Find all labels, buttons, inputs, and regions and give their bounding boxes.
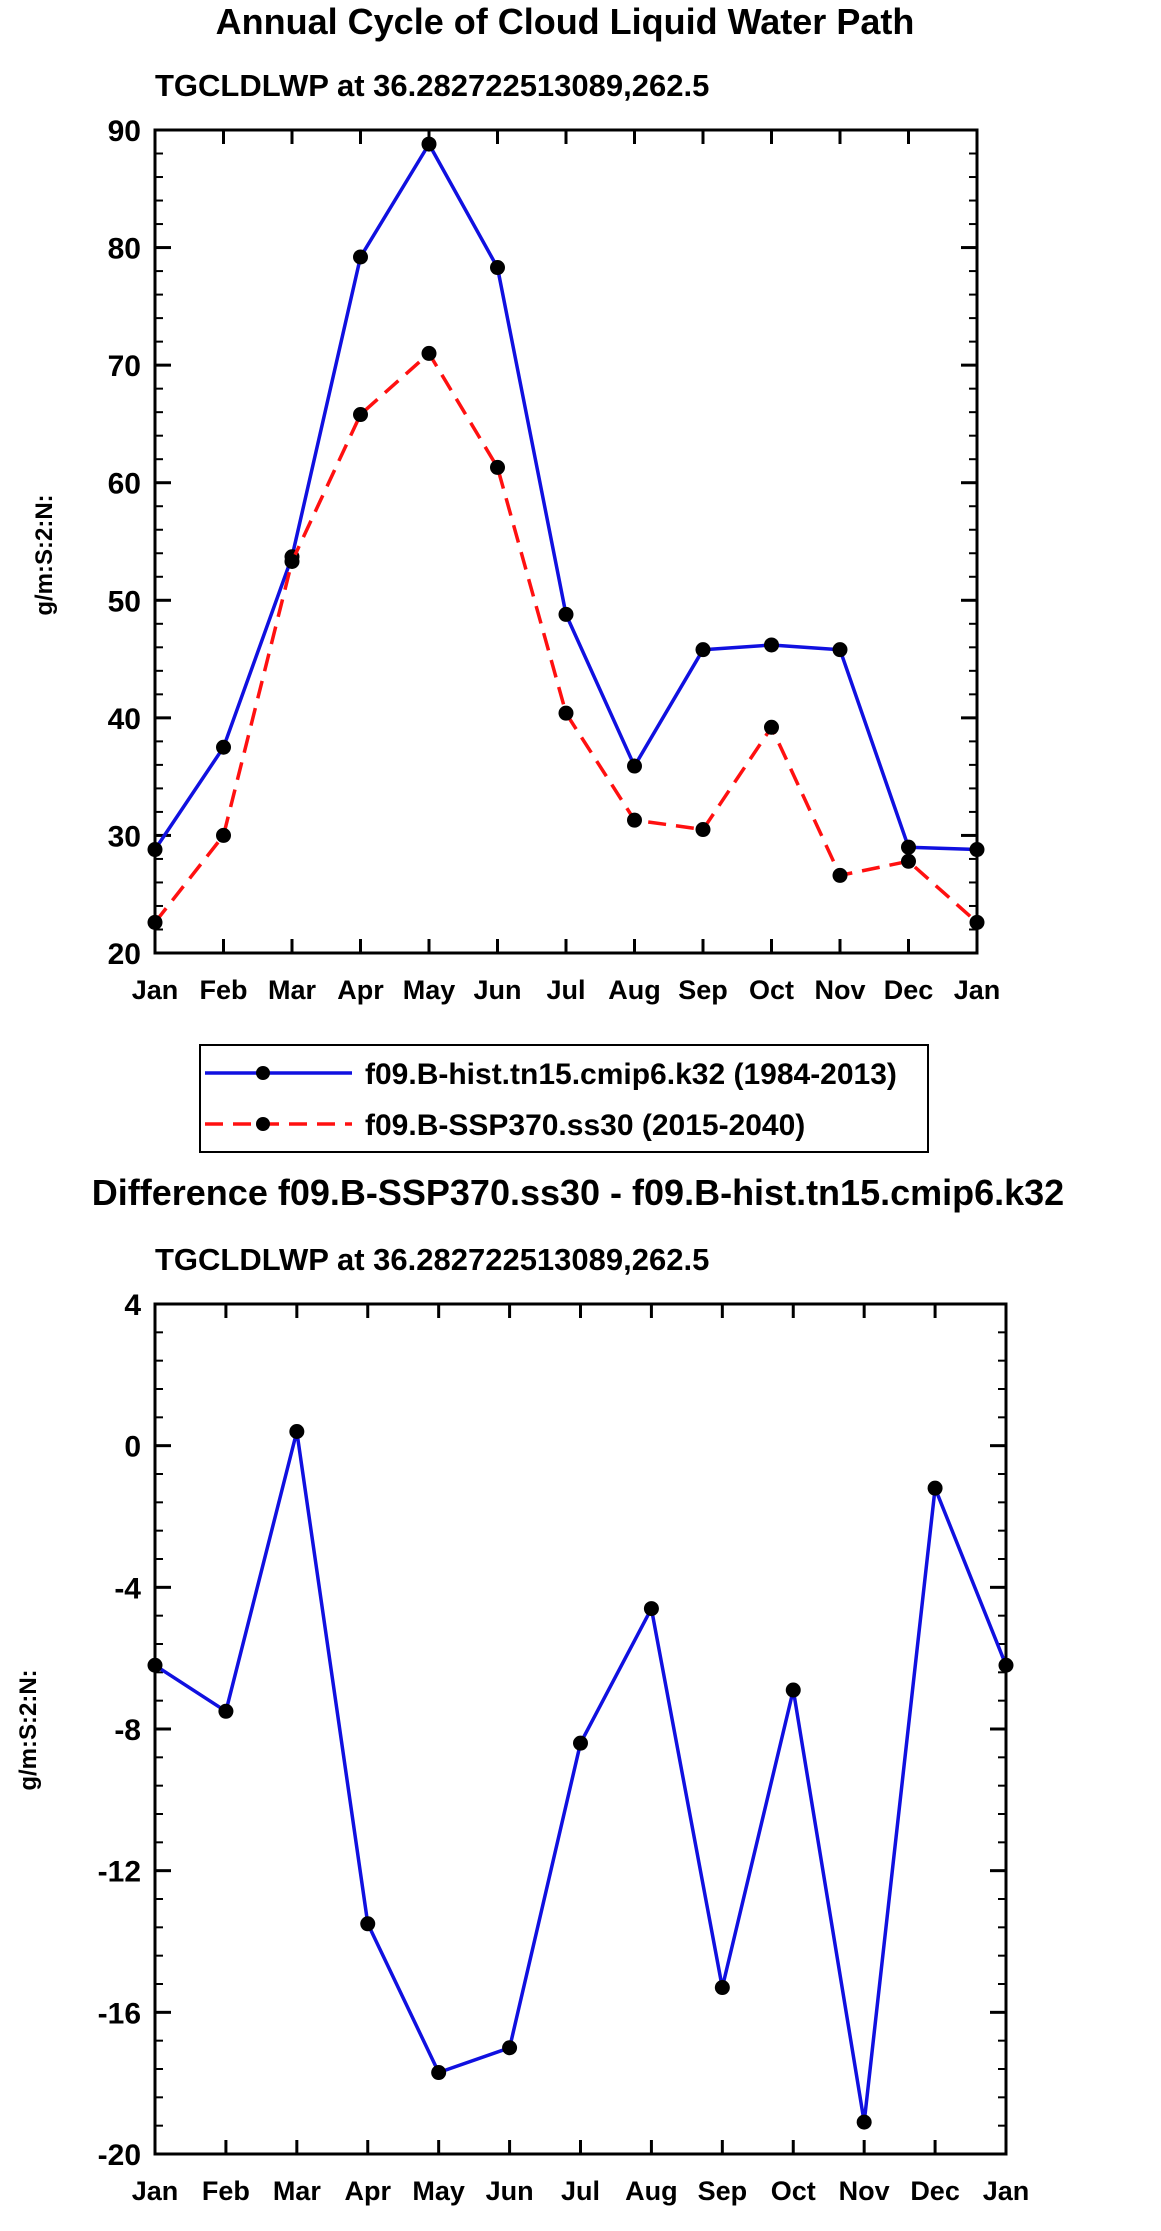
chart1-series-0-point <box>832 642 848 658</box>
chart2-xtick-label: Jun <box>486 2176 534 2206</box>
chart2-xtick-label: Aug <box>625 2176 677 2206</box>
chart1-series-0-point <box>558 606 574 622</box>
chart1-series-1-point <box>216 827 231 843</box>
chart2-xtick-label: Feb <box>202 2176 250 2206</box>
chart1-xtick-label: Sep <box>678 975 728 1005</box>
chart1-series-0-point <box>969 842 985 858</box>
chart2-series-0-point <box>856 2114 872 2130</box>
chart2-xtick-label: Jan <box>132 2176 179 2206</box>
chart1-ytick-label: 50 <box>108 585 141 618</box>
chart1-xtick-label: Dec <box>884 975 934 1005</box>
chart2-subtitle: TGCLDLWP at 36.282722513089,262.5 <box>155 1242 709 1277</box>
chart1-xtick-label: Feb <box>199 975 247 1005</box>
chart1-xtick-label: Jan <box>132 975 179 1005</box>
chart2-xtick-label: Oct <box>771 2176 816 2206</box>
chart1-series-1-point <box>558 705 574 721</box>
chart1-series-0-point <box>627 758 642 774</box>
chart2-xtick-label: Nov <box>839 2176 890 2206</box>
chart2-series-0-point <box>643 1601 659 1617</box>
chart1-ytick-label: 60 <box>108 468 141 501</box>
legend-box <box>199 1044 929 1153</box>
chart1-series-1-point <box>490 459 505 475</box>
chart2-plot-area: 4 0 -4 -8 -12 -16 -20 Jan Feb Mar Apr May Jun Jul Aug S… <box>98 1289 1030 2206</box>
chart1-series-1-point <box>695 822 711 838</box>
chart1-series-1-point <box>832 867 848 883</box>
chart1-plot-area: 20 30 40 50 60 70 80 90 Jan Feb Mar Apr May Jun Jul Aug… <box>108 115 1001 1005</box>
chart1-series-1-point <box>764 719 779 735</box>
chart1-series-0-point <box>695 642 711 658</box>
chart2-title: Difference f09.B-SSP370.ss30 - f09.B-his… <box>92 1172 1064 1213</box>
chart2-frame <box>153 1302 1008 2156</box>
chart1-title: Annual Cycle of Cloud Liquid Water Path <box>216 1 915 42</box>
chart1-xtick-label: May <box>403 975 456 1005</box>
chart1-series-line-1 <box>153 351 979 924</box>
chart1-ytick-label: 70 <box>108 350 141 383</box>
chart1-series-0-point <box>901 839 916 855</box>
chart1-xtick-label: Oct <box>749 975 794 1005</box>
chart1-subtitle: TGCLDLWP at 36.282722513089,262.5 <box>155 68 709 103</box>
chart1-series-1-point <box>284 553 300 569</box>
chart2-ytick-label: -4 <box>114 1572 141 1605</box>
chart1-xtick-label: Jan <box>954 975 1001 1005</box>
chart2-series-0-point <box>289 1424 305 1439</box>
chart2-series-0-point <box>998 1657 1014 1673</box>
chart1-series-0-point <box>421 136 437 152</box>
chart2-series-0-point <box>147 1657 163 1673</box>
chart2-series-0-point <box>502 2040 518 2056</box>
chart2-series-0-point <box>785 1682 801 1698</box>
chart1-legend: f09.B-hist.tn15.cmip6.k32 (1984-2013) f0… <box>199 1044 929 1153</box>
chart2-series-0-point <box>360 1916 376 1932</box>
chart2-ylabel: g/m:S:2:N: <box>15 1669 42 1790</box>
chart2-xtick-label: Apr <box>345 2176 392 2206</box>
chart1-series-0-point <box>764 637 779 653</box>
chart1-xtick-label: Mar <box>268 975 317 1005</box>
chart1-series-0-point <box>353 249 368 265</box>
chart2-xtick-label: Jul <box>561 2176 600 2206</box>
chart1-frame <box>153 128 979 955</box>
chart2-xtick-label: Mar <box>273 2176 322 2206</box>
legend-marker-hist <box>256 1066 270 1080</box>
chart1-xtick-label: Apr <box>337 975 384 1005</box>
chart1-series-1-point <box>147 914 163 930</box>
chart2-ytick-label: -20 <box>98 2139 141 2172</box>
chart2-series-0-point <box>431 2065 447 2081</box>
chart1-series-0-point <box>147 842 163 858</box>
chart2-series-0-point <box>927 1480 943 1496</box>
chart2-series-line-0 <box>154 1429 1008 2124</box>
chart1-ytick-label: 80 <box>108 233 141 266</box>
chart2-xtick-label: Dec <box>910 2176 960 2206</box>
chart2-xtick-label: May <box>412 2176 465 2206</box>
chart2-ytick-label: 0 <box>124 1431 141 1464</box>
chart1-series-0-point <box>490 260 505 276</box>
legend-label-hist: f09.B-hist.tn15.cmip6.k32 (1984-2013) <box>365 1058 897 1091</box>
chart2-series-0-point <box>714 1980 730 1996</box>
chart1-xtick-label: Jun <box>473 975 521 1005</box>
chart1-series-1-point <box>627 812 642 828</box>
chart1-xtick-label: Jul <box>546 975 585 1005</box>
chart2-ytick-label: -16 <box>98 1997 141 2030</box>
chart1-series-1-point <box>901 853 916 869</box>
chart1-series-1-point <box>353 407 368 423</box>
chart1-series-line-0 <box>153 142 978 852</box>
chart1-ytick-label: 20 <box>108 938 141 971</box>
legend-marker-ssp <box>256 1117 270 1131</box>
chart1-series-0-point <box>216 739 231 755</box>
legend-label-ssp: f09.B-SSP370.ss30 (2015-2040) <box>365 1109 805 1142</box>
chart1-xtick-label: Aug <box>608 975 660 1005</box>
chart2-series-0-point <box>218 1703 234 1719</box>
chart1-ytick-label: 30 <box>108 820 141 853</box>
chart1-xtick-label: Nov <box>814 975 865 1005</box>
chart2-ytick-label: -8 <box>114 1714 141 1747</box>
chart2-xtick-label: Jan <box>983 2176 1030 2206</box>
chart2-series-0-point <box>573 1735 588 1751</box>
chart1-ylabel: g/m:S:2:N: <box>31 494 58 615</box>
chart2-ytick-label: 4 <box>124 1289 141 1322</box>
chart1-ytick-label: 90 <box>108 115 141 148</box>
chart1-series-1-point <box>421 345 437 361</box>
chart1-ytick-label: 40 <box>108 703 141 736</box>
chart2-xtick-label: Sep <box>698 2176 748 2206</box>
chart2-ytick-label: -12 <box>98 1856 141 1889</box>
chart1-series-1-point <box>969 914 985 930</box>
